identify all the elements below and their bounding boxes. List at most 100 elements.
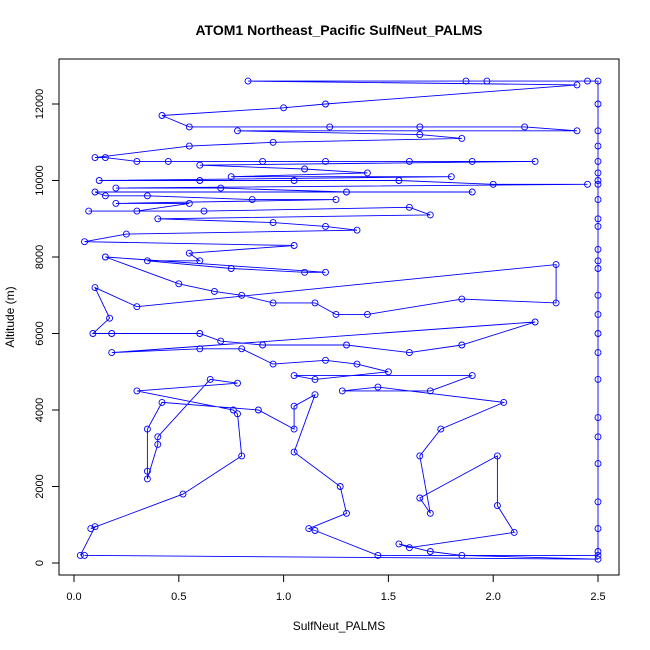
data-point xyxy=(405,157,413,165)
data-point xyxy=(500,398,508,406)
data-point xyxy=(112,199,120,207)
data-point xyxy=(217,184,225,192)
data-point xyxy=(594,127,602,135)
data-point xyxy=(196,161,204,169)
data-point xyxy=(437,425,445,433)
data-point xyxy=(416,452,424,460)
data-point xyxy=(458,341,466,349)
data-point xyxy=(594,245,602,253)
data-point xyxy=(594,525,602,533)
data-point xyxy=(594,257,602,265)
data-point xyxy=(311,299,319,307)
data-point xyxy=(290,177,298,184)
data-point xyxy=(290,448,298,456)
data-point xyxy=(143,475,151,483)
data-point xyxy=(280,104,288,112)
chart-title: ATOM1 Northeast_Pacific SulfNeut_PALMS xyxy=(195,22,482,38)
y-tick-label: 10000 xyxy=(34,165,46,196)
data-point xyxy=(594,177,602,184)
data-point xyxy=(458,134,466,142)
data-point xyxy=(234,379,241,387)
data-point xyxy=(196,345,204,353)
data-point xyxy=(336,483,344,490)
data-point xyxy=(405,544,413,552)
data-point xyxy=(416,123,424,131)
data-point xyxy=(594,100,602,108)
data-point xyxy=(154,433,162,441)
data-point xyxy=(395,177,403,184)
data-point xyxy=(594,222,602,230)
data-point xyxy=(290,372,298,380)
data-point xyxy=(185,142,193,150)
data-point xyxy=(234,410,241,418)
data-point xyxy=(531,318,539,326)
data-point xyxy=(185,249,193,257)
data-point xyxy=(301,165,309,173)
data-point xyxy=(259,157,267,165)
data-point xyxy=(95,177,103,184)
data-point xyxy=(91,154,99,162)
data-point xyxy=(594,555,602,563)
data-point xyxy=(594,310,602,318)
x-tick-label: 0.5 xyxy=(171,591,186,603)
data-point xyxy=(143,192,151,200)
data-point xyxy=(311,391,319,399)
data-point xyxy=(122,230,130,238)
data-point xyxy=(322,157,329,165)
data-point xyxy=(164,157,172,165)
data-point xyxy=(326,123,334,131)
data-point xyxy=(227,265,235,272)
data-point xyxy=(259,341,267,349)
data-point xyxy=(185,199,193,207)
data-point xyxy=(290,425,298,433)
data-point xyxy=(483,77,491,85)
data-point xyxy=(584,180,591,188)
data-point xyxy=(594,77,602,85)
data-point xyxy=(594,196,602,204)
data-point xyxy=(322,100,329,108)
data-point xyxy=(343,188,350,196)
data-point xyxy=(458,551,466,559)
data-point xyxy=(521,123,529,131)
data-point xyxy=(594,180,602,188)
data-point xyxy=(338,387,346,395)
data-point xyxy=(179,490,187,498)
data-point xyxy=(322,268,329,276)
data-point xyxy=(594,551,602,559)
data-point xyxy=(594,157,602,165)
data-point xyxy=(227,173,235,181)
data-point xyxy=(405,349,413,357)
data-point xyxy=(395,540,403,548)
data-point xyxy=(158,398,166,406)
y-tick-label: 4000 xyxy=(34,398,46,422)
data-point xyxy=(426,509,434,517)
data-point xyxy=(185,123,193,131)
data-point xyxy=(133,387,141,395)
data-point xyxy=(154,215,162,223)
data-point xyxy=(234,127,241,135)
data-point xyxy=(238,452,246,460)
data-point xyxy=(81,238,88,246)
x-tick-label: 1.0 xyxy=(276,591,291,603)
data-point xyxy=(594,548,602,555)
data-point xyxy=(594,414,602,422)
data-point xyxy=(158,112,166,119)
data-point xyxy=(91,188,99,196)
data-point xyxy=(91,284,99,292)
data-point xyxy=(493,452,501,460)
data-point xyxy=(426,211,434,219)
data-point xyxy=(311,527,319,534)
data-point xyxy=(133,207,141,215)
data-point xyxy=(374,383,382,391)
data-point xyxy=(196,177,204,184)
data-point xyxy=(594,265,602,272)
y-axis-label: Altitude (m) xyxy=(3,286,17,347)
data-point xyxy=(353,226,361,234)
data-point xyxy=(594,460,602,468)
data-point xyxy=(244,77,252,85)
data-point xyxy=(322,356,329,364)
x-axis-label: SulfNeut_PALMS xyxy=(293,619,386,633)
data-point xyxy=(143,425,151,433)
x-tick-label: 2.5 xyxy=(590,591,605,603)
